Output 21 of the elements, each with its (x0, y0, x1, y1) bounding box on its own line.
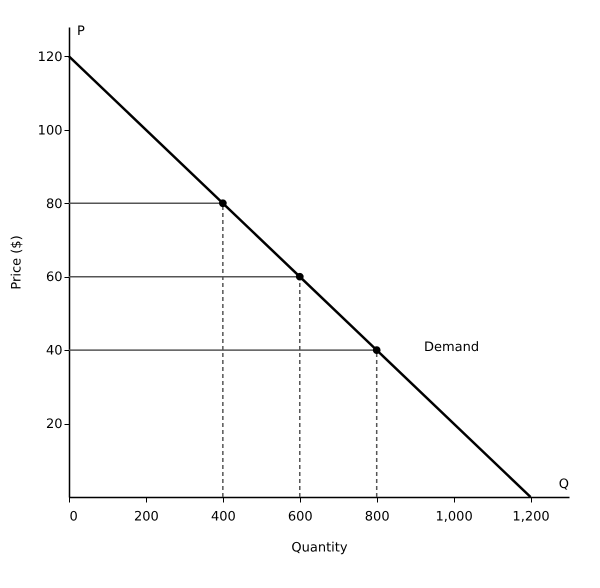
x-tick-label: 1,000 (436, 510, 473, 524)
y-tick-label: 20 (46, 417, 62, 432)
annotation: Demand (424, 340, 480, 355)
y-tick-label: 60 (46, 270, 62, 286)
x-tick-label: 0 (70, 510, 78, 524)
point (296, 272, 304, 281)
x-axis-title: Quantity (291, 540, 348, 556)
x-tick-label: 400 (210, 510, 236, 524)
x-tick-label: 1,200 (512, 510, 550, 524)
x-tick-label: 800 (364, 510, 390, 524)
y-tick-label: 100 (38, 123, 62, 138)
y-tick-label: 80 (46, 196, 62, 212)
annotation: P (77, 24, 85, 39)
point (372, 346, 381, 354)
point (218, 199, 227, 208)
y-tick-label: 120 (38, 50, 62, 65)
y-axis-title: Price ($) (10, 235, 25, 290)
x-tick-label: 600 (288, 510, 313, 524)
x-tick-label: 200 (134, 510, 159, 524)
annotation: Q (558, 477, 569, 492)
y-tick-label: 40 (46, 344, 62, 359)
